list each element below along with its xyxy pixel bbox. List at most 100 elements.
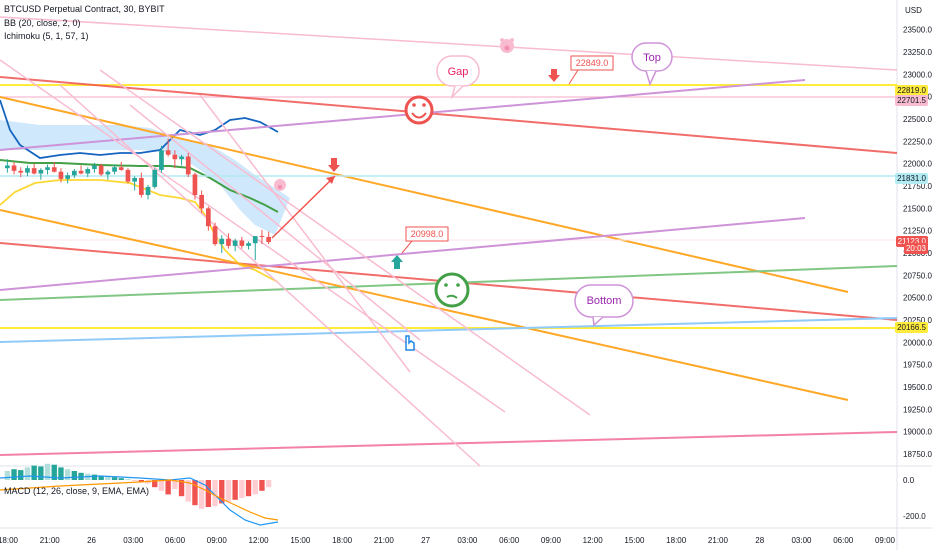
candle-body [165, 150, 171, 155]
top-label: Top [643, 52, 661, 64]
x-tick-label: 06:00 [165, 536, 186, 545]
signal-line [0, 479, 279, 521]
macd-bar [205, 480, 212, 507]
candle-body [172, 154, 178, 160]
candle-body [139, 177, 144, 195]
x-tick-label: 12:00 [583, 536, 604, 545]
x-tick-label: 18:00 [0, 536, 19, 545]
x-tick-label: 15:00 [290, 536, 311, 545]
price-note-20998: 20998.0 [401, 226, 449, 254]
candle-body [51, 167, 57, 172]
trendline-pink-diag-2 [59, 84, 481, 467]
arrow-down-icon [328, 158, 340, 172]
gap-label: Gap [448, 66, 469, 78]
pointer-hand-icon [405, 335, 415, 351]
x-tick-label: 06:00 [833, 536, 854, 545]
macd-bar [239, 480, 245, 498]
x-tick-label: 21:00 [708, 536, 729, 545]
svg-text:20998.0: 20998.0 [411, 229, 444, 239]
macd-bar [225, 480, 232, 502]
x-axis: 18:00 21:00 26 03:00 06:00 09:00 12:00 15:00 18:… [0, 536, 896, 545]
macd-bar [232, 480, 238, 500]
x-tick-label: 28 [755, 536, 764, 545]
trendline-orange-lower [0, 209, 849, 401]
trendline-pink-diag-1 [0, 59, 506, 413]
candle-body [259, 236, 265, 238]
top-callout: Top [631, 42, 673, 87]
candle-body [152, 169, 158, 187]
candle-body [25, 168, 30, 173]
candle-body [31, 168, 37, 174]
macd-bar [219, 480, 225, 504]
candle-body [159, 150, 164, 170]
y-tick-label: 18750.0 [903, 450, 932, 459]
y-tick-label: 20750.0 [903, 271, 932, 280]
macd-bar [192, 480, 198, 506]
candle-body [206, 208, 211, 227]
y-tick-label: 20500.0 [903, 294, 932, 303]
macd-bar [118, 478, 124, 480]
candle-body [145, 186, 151, 195]
macd-bar [4, 471, 11, 480]
candle-body [45, 167, 50, 170]
candle-body [252, 236, 258, 244]
candle-body [38, 169, 44, 174]
smiley-icon [404, 95, 434, 125]
x-tick-label: 09:00 [207, 536, 228, 545]
y-tick-label: 22500.0 [903, 115, 932, 124]
projection-arrow [271, 175, 336, 239]
macd-bar [64, 469, 71, 480]
legend-bb: BB (20, close, 2, 0) [4, 18, 81, 28]
arrow-up-icon [391, 255, 403, 269]
macd-bar [71, 471, 78, 480]
macd-bar [152, 480, 158, 488]
candle-body [125, 169, 131, 182]
price-axis-label: 20:03 [903, 242, 928, 254]
y-tick-label: 19500.0 [903, 383, 932, 392]
trendline-purple-upper [0, 79, 806, 151]
x-tick-label: 18:00 [666, 536, 687, 545]
x-tick-label: 27 [421, 536, 430, 545]
x-tick-label: 06:00 [499, 536, 520, 545]
macd-bar [38, 466, 44, 480]
y-tick-label: 19250.0 [903, 405, 932, 414]
macd-tick-label: -200.0 [903, 512, 926, 521]
y-tick-label: 19000.0 [903, 428, 932, 437]
bottom-label: Bottom [587, 295, 622, 307]
x-tick-label: 03:00 [457, 536, 478, 545]
macd-bar [212, 480, 218, 507]
macd-bar [165, 480, 171, 495]
macd-bar [252, 480, 258, 495]
x-tick-label: 09:00 [875, 536, 896, 545]
candle-body [239, 240, 245, 246]
candle-body [132, 177, 137, 182]
bb-upper-line [0, 99, 279, 159]
legend-symbol: BTCUSD Perpetual Contract, 30, BYBIT [4, 4, 165, 14]
candle-body [219, 238, 225, 245]
macd-bar [198, 480, 205, 509]
candle-body [192, 174, 198, 195]
ichimoku-cloud [0, 120, 290, 235]
candle-body [85, 169, 91, 174]
candle-body [179, 156, 184, 160]
trendline-pink-diag-3 [99, 69, 591, 416]
trendline-top-pink [0, 16, 898, 71]
candle-body [185, 156, 191, 175]
y-tick-label: 20250.0 [903, 316, 932, 325]
x-tick-label: 12:00 [249, 536, 270, 545]
macd-bar [245, 480, 252, 497]
x-tick-label: 09:00 [541, 536, 562, 545]
macd-bar [91, 474, 98, 480]
macd-axis: 0.0 -200.0 [903, 476, 926, 521]
x-tick-label: 21:00 [40, 536, 61, 545]
price-axis-label: 22701.5 [895, 95, 928, 106]
candle-body [226, 238, 231, 246]
trendline-blue [0, 317, 898, 343]
y-tick-label: 20000.0 [903, 338, 932, 347]
gap-callout: Gap [436, 55, 480, 100]
macd-bar [178, 480, 185, 497]
price-note-22849: 22849.0 [568, 55, 614, 85]
candle-body [232, 240, 238, 246]
